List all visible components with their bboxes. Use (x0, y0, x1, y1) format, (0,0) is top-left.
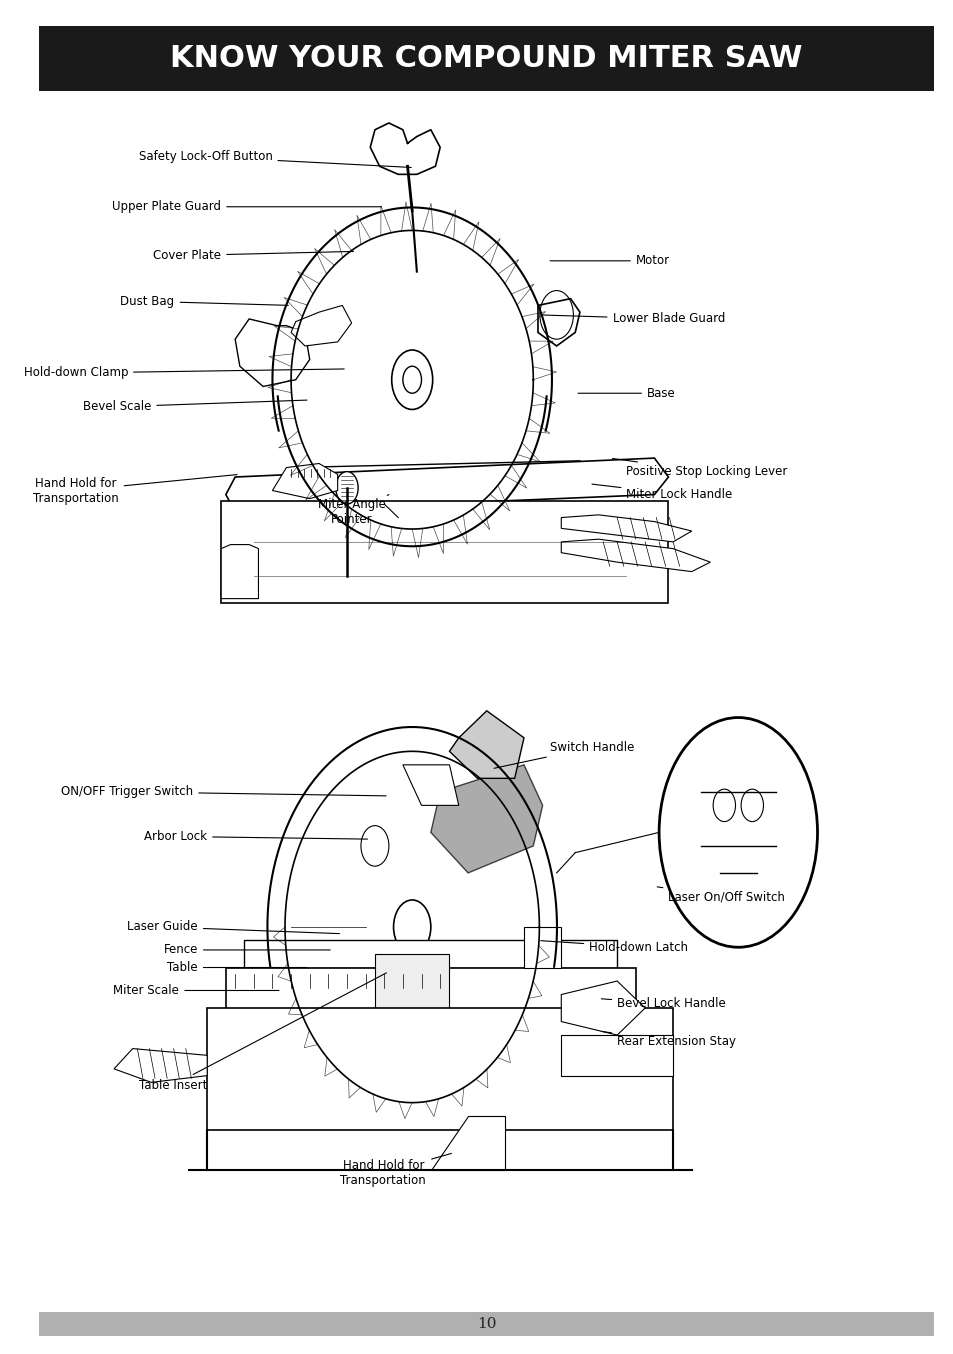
FancyBboxPatch shape (207, 1007, 673, 1129)
Polygon shape (431, 765, 542, 873)
Text: Bevel Lock Handle: Bevel Lock Handle (600, 998, 725, 1010)
FancyBboxPatch shape (39, 1312, 933, 1336)
Circle shape (392, 349, 433, 409)
Text: Laser Guide: Laser Guide (127, 921, 339, 934)
Polygon shape (235, 320, 310, 386)
Text: Bevel Scale: Bevel Scale (83, 399, 307, 413)
Circle shape (659, 718, 817, 948)
Polygon shape (560, 1034, 673, 1075)
FancyBboxPatch shape (39, 26, 933, 91)
Text: Upper Plate Guard: Upper Plate Guard (112, 200, 381, 214)
Polygon shape (291, 306, 352, 347)
Text: Hand Hold for
Transportation: Hand Hold for Transportation (340, 1154, 451, 1187)
Text: Safety Lock-Off Button: Safety Lock-Off Button (138, 150, 411, 168)
Polygon shape (402, 765, 458, 806)
Text: Rear Extension Stay: Rear Extension Stay (600, 1032, 736, 1048)
Text: Cover Plate: Cover Plate (153, 249, 354, 261)
Polygon shape (523, 927, 560, 968)
Polygon shape (273, 463, 337, 498)
Text: Motor: Motor (550, 255, 669, 267)
Circle shape (335, 471, 357, 504)
Polygon shape (375, 955, 449, 1007)
Polygon shape (449, 711, 523, 779)
Text: Base: Base (578, 387, 675, 399)
Text: Laser On/Off Switch: Laser On/Off Switch (657, 887, 784, 903)
Text: Table: Table (167, 961, 307, 974)
Text: Table Insert: Table Insert (139, 974, 386, 1091)
Polygon shape (560, 539, 710, 571)
Text: 10: 10 (476, 1317, 496, 1331)
Text: KNOW YOUR COMPOUND MITER SAW: KNOW YOUR COMPOUND MITER SAW (171, 43, 802, 73)
Text: Hold-down Clamp: Hold-down Clamp (24, 367, 344, 379)
Circle shape (402, 366, 421, 393)
Text: ON/OFF Trigger Switch: ON/OFF Trigger Switch (61, 785, 386, 799)
Polygon shape (560, 982, 644, 1034)
Polygon shape (244, 941, 617, 968)
Polygon shape (560, 515, 691, 542)
Text: Miter Lock Handle: Miter Lock Handle (592, 485, 732, 501)
Polygon shape (226, 458, 668, 512)
Polygon shape (431, 1116, 505, 1170)
Text: Dust Bag: Dust Bag (120, 295, 288, 307)
Polygon shape (281, 460, 589, 490)
Text: Lower Blade Guard: Lower Blade Guard (540, 313, 724, 325)
Text: Hand Hold for
Transportation: Hand Hold for Transportation (33, 475, 236, 505)
Text: Fence: Fence (163, 944, 330, 956)
Text: Miter Scale: Miter Scale (113, 984, 278, 997)
Polygon shape (226, 968, 635, 1021)
Text: Hold-down Latch: Hold-down Latch (540, 941, 687, 953)
Polygon shape (537, 299, 579, 347)
Polygon shape (221, 544, 258, 598)
Text: Switch Handle: Switch Handle (494, 741, 634, 768)
Text: Positive Stop Locking Lever: Positive Stop Locking Lever (612, 459, 787, 478)
FancyBboxPatch shape (221, 501, 668, 603)
Text: Miter Angle
Pointer: Miter Angle Pointer (317, 494, 389, 527)
Polygon shape (114, 1048, 207, 1082)
Circle shape (394, 900, 431, 955)
Text: Arbor Lock: Arbor Lock (144, 830, 367, 844)
Circle shape (360, 826, 389, 867)
